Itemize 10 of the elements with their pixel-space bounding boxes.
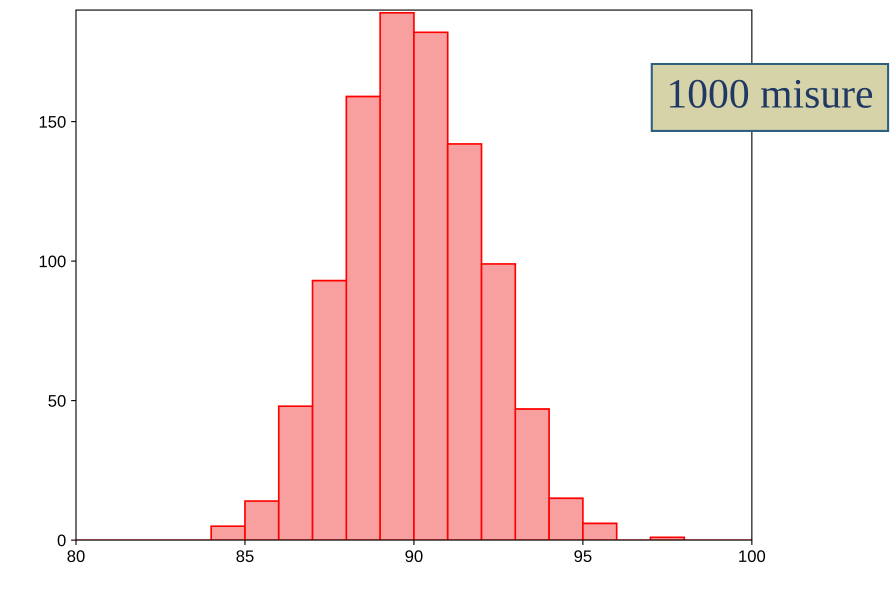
- y-tick-label: 150: [40, 116, 66, 128]
- y-tick-label: 0: [58, 534, 66, 546]
- x-tick-label: 80: [67, 550, 85, 562]
- x-tick-label: 100: [739, 550, 766, 562]
- x-tick-label: 90: [405, 550, 423, 562]
- x-tick-label: 95: [574, 550, 592, 562]
- x-tick-label: 85: [236, 550, 254, 562]
- annotation: 1000 misure: [670, 80, 872, 108]
- y-tick-label: 100: [40, 256, 66, 268]
- y-tick-label: 50: [48, 395, 66, 407]
